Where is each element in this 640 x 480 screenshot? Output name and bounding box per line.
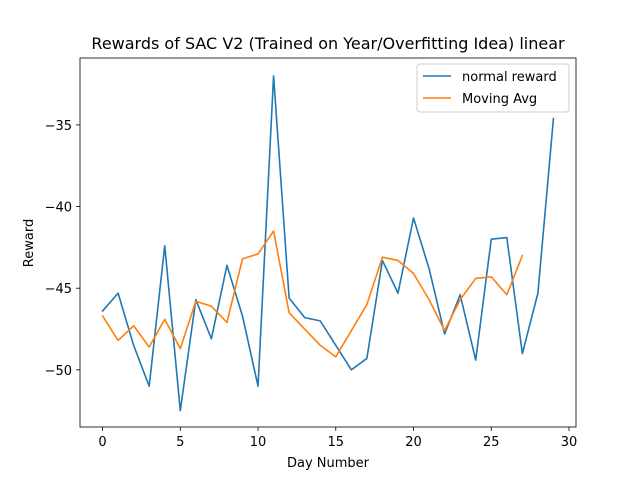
y-tick-label: −45	[45, 282, 72, 297]
legend-label: normal reward	[462, 70, 557, 85]
legend: normal reward Moving Avg	[416, 63, 570, 113]
y-tick-label: −50	[45, 364, 72, 379]
x-axis-label: Day Number	[287, 456, 370, 471]
y-axis: −50 −45 −40 −35	[45, 119, 80, 379]
x-tick-label: 5	[176, 435, 184, 450]
x-tick-label: 15	[328, 435, 345, 450]
legend-box	[416, 63, 570, 113]
x-tick-label: 0	[98, 435, 106, 450]
legend-label: Moving Avg	[462, 92, 537, 107]
chart-title: Rewards of SAC V2 (Trained on Year/Overf…	[91, 34, 565, 53]
series-line-normal-reward	[101, 75, 555, 412]
x-axis: 0 5 10 15 20 25 30	[98, 427, 577, 450]
plot-area	[80, 58, 576, 427]
series-line-moving-avg	[101, 230, 524, 358]
series-layer	[101, 75, 555, 412]
x-tick-label: 20	[405, 435, 422, 450]
y-axis-label: Reward	[22, 219, 37, 267]
plot-frame	[79, 57, 577, 428]
x-tick-label: 10	[250, 435, 267, 450]
y-tick-label: −40	[45, 201, 72, 216]
x-tick-label: 30	[561, 435, 578, 450]
x-tick-label: 25	[483, 435, 500, 450]
y-tick-label: −35	[45, 119, 72, 134]
